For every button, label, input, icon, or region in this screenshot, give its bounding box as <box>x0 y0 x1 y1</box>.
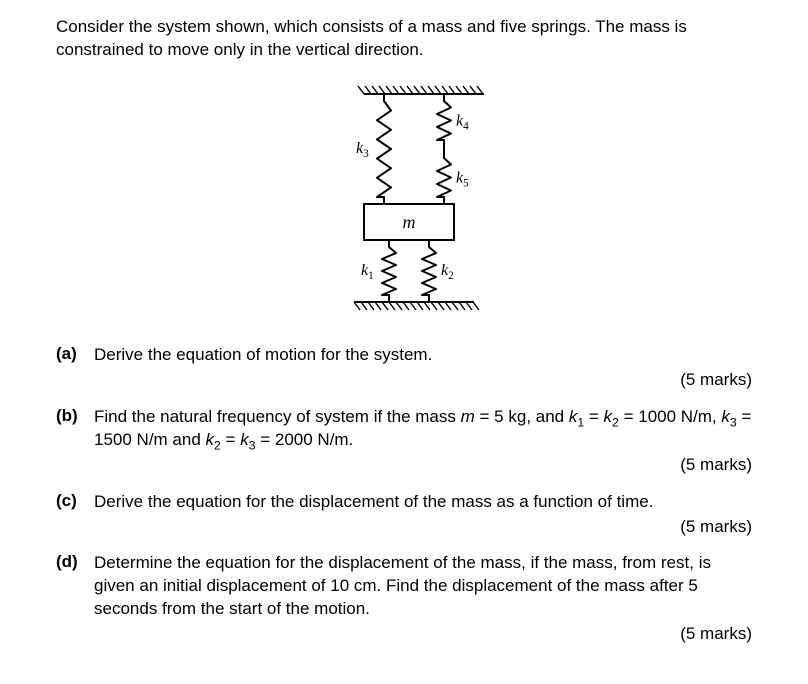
part-b-k12eq: = <box>584 407 603 426</box>
part-d-text: Determine the equation for the displacem… <box>94 553 711 618</box>
part-b-k2b: k <box>206 430 215 449</box>
part-b-k3b: k <box>240 430 249 449</box>
part-b-k3-sub: 3 <box>730 415 737 429</box>
part-a-text: Derive the equation of motion for the sy… <box>94 345 432 364</box>
svg-text:k3: k3 <box>356 140 369 160</box>
part-c-marks: (5 marks) <box>94 516 752 539</box>
part-b-k2a: k <box>604 407 613 426</box>
part-d-label: (d) <box>56 552 94 572</box>
part-b-k2a-sub: 2 <box>612 415 619 429</box>
svg-text:k4: k4 <box>456 112 469 132</box>
svg-text:k2: k2 <box>441 262 454 282</box>
part-b-meq: = 5 kg <box>475 407 527 426</box>
part-a-body: Derive the equation of motion for the sy… <box>94 344 752 392</box>
figure-container: k3 k4 k5 m k1 k2 <box>56 74 752 324</box>
part-c-label: (c) <box>56 491 94 511</box>
part-b-k3: k <box>721 407 730 426</box>
part-b-body: Find the natural frequency of system if … <box>94 406 752 477</box>
part-b-k3b-sub: 3 <box>249 438 256 452</box>
part-c-text: Derive the equation for the displacement… <box>94 492 653 511</box>
svg-text:k5: k5 <box>456 169 469 189</box>
part-c-body: Derive the equation for the displacement… <box>94 491 752 539</box>
part-d-body: Determine the equation for the displacem… <box>94 552 752 646</box>
part-b-and1: , and <box>526 407 569 426</box>
part-b-k2b-sub: 2 <box>214 438 221 452</box>
part-b-label: (b) <box>56 406 94 426</box>
part-b-m: m <box>461 407 475 426</box>
intro-text: Consider the system shown, which consist… <box>56 16 752 62</box>
part-b-and2: and <box>168 430 206 449</box>
part-a-label: (a) <box>56 344 94 364</box>
svg-text:m: m <box>403 212 416 232</box>
part-a-marks: (5 marks) <box>94 369 752 392</box>
part-b-k12val: = 1000 N/m, <box>619 407 722 426</box>
part-b-prefix: Find the natural frequency of system if … <box>94 407 461 426</box>
part-b-k23val: = 2000 N/m. <box>256 430 354 449</box>
spring-mass-figure: k3 k4 k5 m k1 k2 <box>294 74 514 324</box>
part-d: (d) Determine the equation for the displ… <box>56 552 752 646</box>
part-b-k23eq: = <box>221 430 240 449</box>
part-c: (c) Derive the equation for the displace… <box>56 491 752 539</box>
parts-list: (a) Derive the equation of motion for th… <box>56 344 752 646</box>
part-a: (a) Derive the equation of motion for th… <box>56 344 752 392</box>
problem-page: Consider the system shown, which consist… <box>0 0 808 670</box>
part-d-marks: (5 marks) <box>94 623 752 646</box>
part-b-marks: (5 marks) <box>94 454 752 477</box>
part-b: (b) Find the natural frequency of system… <box>56 406 752 477</box>
svg-text:k1: k1 <box>361 262 374 282</box>
